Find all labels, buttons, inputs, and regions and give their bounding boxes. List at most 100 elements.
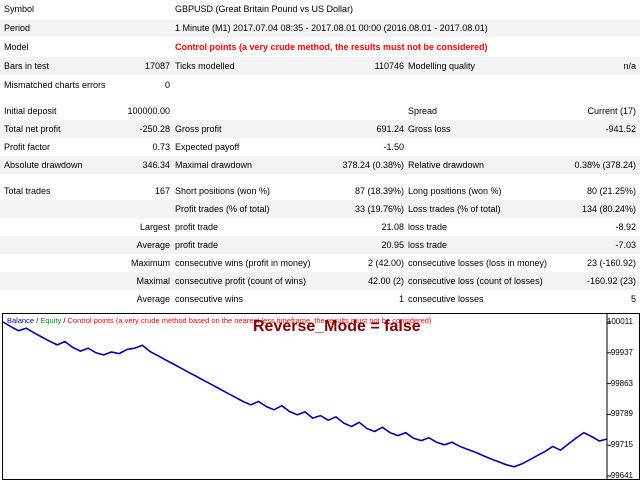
rel-drawdown-label: Relative drawdown [408, 160, 485, 170]
profit-trades-label: Profit trades (% of total) [175, 204, 270, 214]
legend-equity: Equity [40, 316, 62, 325]
spread-label: Spread [408, 106, 438, 116]
total-trades-value: 167 [154, 186, 170, 196]
net-profit-label: Total net profit [4, 124, 61, 134]
mismatch-value: 0 [164, 80, 170, 90]
short-label: Short positions (won %) [175, 186, 271, 196]
avg-cons-row: Average consecutive wins 1 consecutive l… [0, 290, 640, 308]
y-tick-label: 99715 [610, 440, 633, 450]
initial-deposit-label: Initial deposit [4, 106, 57, 116]
period-label: Period [4, 23, 31, 33]
maximal-cons-profit-value: 42.00 (2) [367, 276, 404, 286]
y-tick-label: 99937 [610, 347, 633, 357]
loss-trades-value: 134 (80.24%) [581, 204, 636, 214]
spread-value: Current (17) [587, 106, 636, 116]
reverse-mode-label: Reverse_Mode = false [253, 318, 421, 335]
avg-cons-losses-value: 5 [630, 294, 636, 304]
chart-svg [3, 314, 611, 479]
maximal-label: Maximal [136, 276, 170, 286]
max-cons-losses-value: 23 (-160.92) [586, 258, 636, 268]
y-tick-label: 99863 [610, 378, 633, 388]
symbol-value: GBPUSD (Great Britain Pound vs US Dollar… [175, 4, 354, 14]
deposit-row: Initial deposit 100000.00 Spread Current… [0, 102, 640, 120]
mismatch-label: Mismatched charts errors [4, 80, 106, 90]
y-tick-label: 99641 [610, 471, 633, 480]
gross-loss-value: -941.52 [605, 124, 636, 134]
expected-payoff-label: Expected payoff [175, 142, 240, 152]
max-drawdown-value: 378.24 (0.38%) [342, 160, 404, 170]
y-tick-label: 100011 [606, 317, 633, 326]
average-profit-value: 20.95 [381, 240, 404, 250]
quality-label: Modelling quality [408, 61, 476, 71]
gross-profit-label: Gross profit [175, 124, 222, 134]
largest-profit-label: profit trade [175, 222, 219, 232]
maximal-cons-loss-value: -160.92 (23) [586, 276, 636, 286]
expected-payoff-value: -1.50 [383, 142, 404, 152]
bars-row: Bars in test 17087 Ticks modelled 110746… [0, 57, 640, 75]
profit-trades-row: Profit trades (% of total) 33 (19.76%) L… [0, 200, 640, 218]
net-profit-row: Total net profit -250.28 Gross profit 69… [0, 120, 640, 138]
quality-value: n/a [623, 61, 636, 71]
average-label: Average [136, 240, 170, 250]
legend-balance: Balance [7, 316, 35, 325]
maximum-label: Maximum [130, 258, 170, 268]
maximum-row: Maximum consecutive wins (profit in mone… [0, 254, 640, 272]
total-trades-label: Total trades [4, 186, 51, 196]
profit-trades-value: 33 (19.76%) [354, 204, 404, 214]
maximal-cons-profit-label: consecutive profit (count of wins) [175, 276, 307, 286]
legend-control-points: Control points (a very crude method base… [67, 316, 432, 325]
symbol-label: Symbol [4, 4, 35, 14]
average-loss-label: loss trade [408, 240, 448, 250]
average-profit-label: profit trade [175, 240, 219, 250]
largest-row: Largest profit trade 21.08 loss trade -8… [0, 218, 640, 236]
y-axis: 100011 99937 99863 99789 99715 99641 [607, 314, 639, 479]
initial-deposit-value: 100000.00 [127, 106, 170, 116]
legend-separator: / [34, 316, 41, 325]
chart-legend: Balance / Equity / Control points (a ver… [7, 316, 431, 325]
avg-cons-wins-label: consecutive wins [175, 294, 244, 304]
largest-loss-value: -8.92 [615, 222, 636, 232]
loss-trades-label: Loss trades (% of total) [408, 204, 501, 214]
net-profit-value: -250.28 [139, 124, 170, 134]
profit-factor-value: 0.73 [152, 142, 170, 152]
largest-profit-value: 21.08 [381, 222, 404, 232]
drawdown-row: Absolute drawdown 346.34 Maximal drawdow… [0, 156, 640, 174]
average-loss-value: -7.03 [615, 240, 636, 250]
y-tick-label: 99789 [610, 409, 633, 419]
long-value: 80 (21.25%) [586, 186, 636, 196]
rel-drawdown-value: 0.38% (378.24) [574, 160, 636, 170]
maximal-row: Maximal consecutive profit (count of win… [0, 272, 640, 290]
avg-cons-wins-value: 1 [398, 294, 404, 304]
long-label: Long positions (won %) [408, 186, 502, 196]
bars-label: Bars in test [4, 61, 50, 71]
total-trades-row: Total trades 167 Short positions (won %)… [0, 182, 640, 200]
model-label: Model [4, 42, 29, 52]
period-value: 1 Minute (M1) 2017.07.04 08:35 - 2017.08… [175, 23, 488, 33]
legend-separator: / [61, 316, 68, 325]
mismatch-row: Mismatched charts errors 0 [0, 76, 640, 94]
gross-profit-value: 691.24 [376, 124, 404, 134]
max-cons-wins-label: consecutive wins (profit in money) [175, 258, 311, 268]
model-row: Model Control points (a very crude metho… [0, 38, 640, 56]
bars-value: 17087 [144, 61, 170, 71]
avg-cons-label: Average [136, 294, 170, 304]
balance-chart: Balance / Equity / Control points (a ver… [2, 313, 640, 480]
ticks-value: 110746 [374, 61, 404, 71]
balance-series-line [3, 321, 608, 468]
model-value: Control points (a very crude method, the… [175, 42, 488, 52]
abs-drawdown-label: Absolute drawdown [4, 160, 83, 170]
maximal-cons-loss-label: consecutive loss (count of losses) [408, 276, 543, 286]
average-row: Average profit trade 20.95 loss trade -7… [0, 236, 640, 254]
report-table: Symbol GBPUSD (Great Britain Pound vs US… [0, 0, 640, 308]
ticks-label: Ticks modelled [175, 61, 235, 71]
largest-loss-label: loss trade [408, 222, 448, 232]
max-cons-wins-value: 2 (42.00) [367, 258, 404, 268]
period-row: Period 1 Minute (M1) 2017.07.04 08:35 - … [0, 19, 640, 37]
largest-label: Largest [139, 222, 170, 232]
profit-factor-label: Profit factor [4, 142, 51, 152]
avg-cons-losses-label: consecutive losses [408, 294, 484, 304]
profit-factor-row: Profit factor 0.73 Expected payoff -1.50 [0, 138, 640, 156]
max-cons-losses-label: consecutive losses (loss in money) [408, 258, 548, 268]
symbol-row: Symbol GBPUSD (Great Britain Pound vs US… [0, 0, 640, 18]
short-value: 87 (18.39%) [354, 186, 404, 196]
